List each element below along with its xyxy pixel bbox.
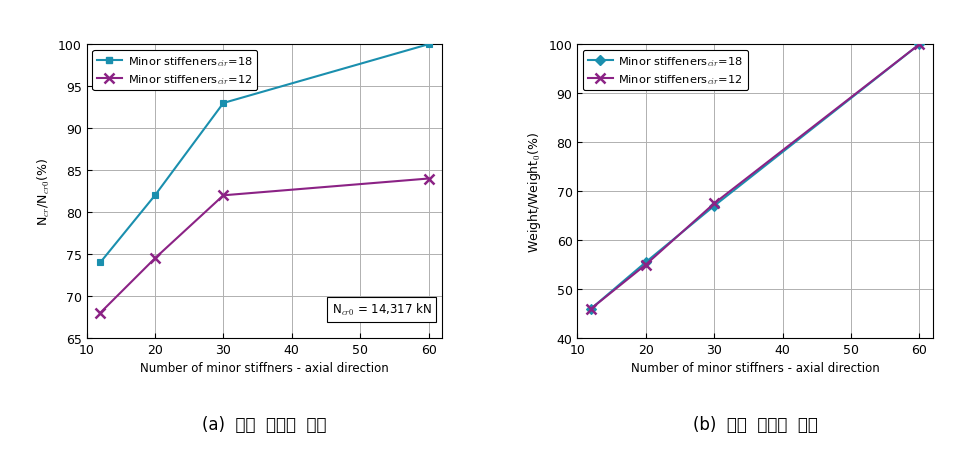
Legend: Minor stiffeners$_{cir}$=18, Minor stiffeners$_{cir}$=12: Minor stiffeners$_{cir}$=18, Minor stiff… <box>582 51 748 91</box>
X-axis label: Number of minor stiffners - axial direction: Number of minor stiffners - axial direct… <box>630 362 878 375</box>
Y-axis label: Weight/Weight$_0$(%): Weight/Weight$_0$(%) <box>526 131 543 252</box>
Text: (a)  좌굴  하중의  변화: (a) 좌굴 하중의 변화 <box>202 415 327 433</box>
X-axis label: Number of minor stiffners - axial direction: Number of minor stiffners - axial direct… <box>140 362 388 375</box>
Text: (b)  구조  중량의  변화: (b) 구조 중량의 변화 <box>692 415 817 433</box>
Text: N$_{cr0}$ = 14,317 kN: N$_{cr0}$ = 14,317 kN <box>332 302 431 318</box>
Y-axis label: N$_{cr}$/N$_{cr0}$(%): N$_{cr}$/N$_{cr0}$(%) <box>37 158 52 226</box>
Legend: Minor stiffeners$_{cir}$=18, Minor stiffeners$_{cir}$=12: Minor stiffeners$_{cir}$=18, Minor stiff… <box>92 51 257 91</box>
